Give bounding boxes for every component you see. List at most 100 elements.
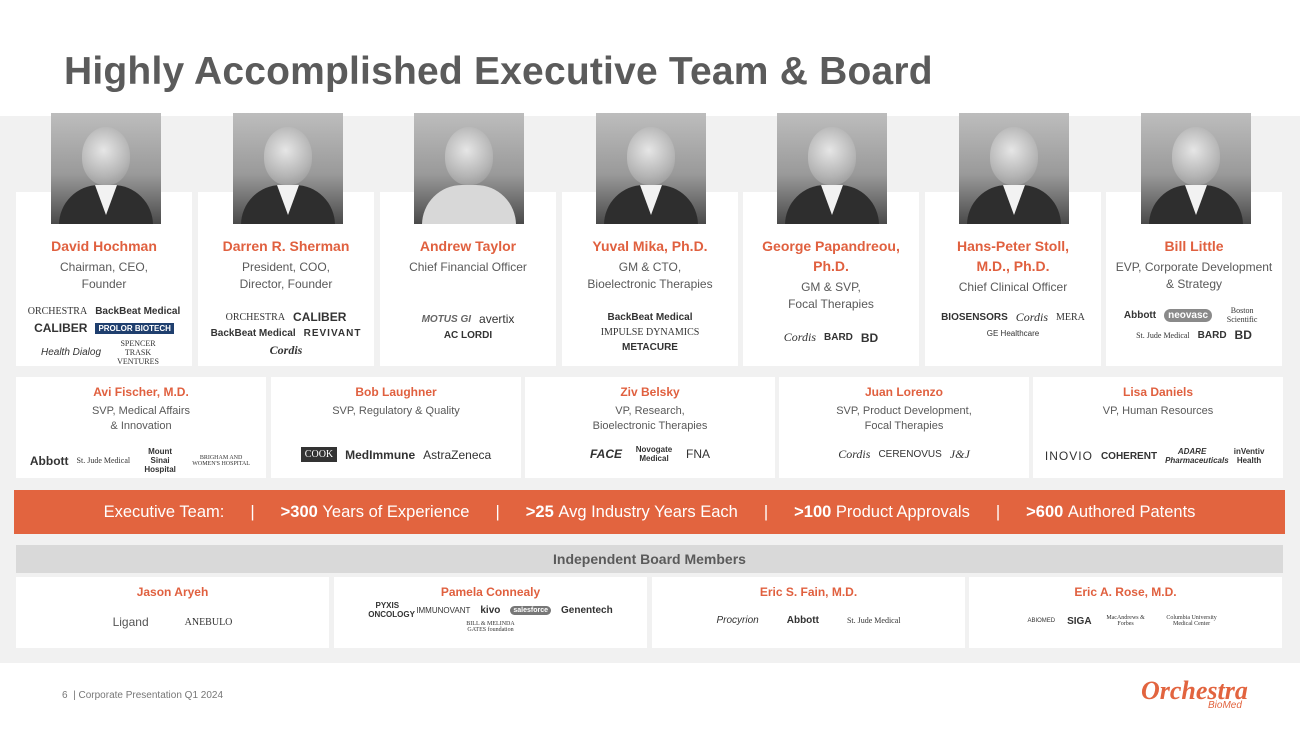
- ac-lordi-logo: AC LORDI: [443, 330, 493, 341]
- staff-name: Juan Lorenzo: [864, 385, 943, 399]
- footer-text: | Corporate Presentation Q1 2024: [73, 690, 224, 701]
- executive-name: Yuval Mika, Ph.D.: [592, 238, 708, 254]
- stat-value: >25: [525, 502, 554, 521]
- company-logos: ORCHESTRA BackBeat Medical CALIBER PROLO…: [16, 306, 192, 366]
- bard-logo: BARD: [824, 332, 853, 343]
- macandrews-forbes-logo: MacAndrews & Forbes: [1106, 615, 1145, 627]
- astrazeneca-logo: AstraZeneca: [423, 447, 492, 462]
- staff-card: Lisa Daniels VP, Human Resources INOVIO …: [1033, 377, 1283, 478]
- executive-name: Andrew Taylor: [419, 238, 517, 254]
- company-logos: Abbott neovasc Boston Scientific St. Jud…: [1106, 306, 1282, 342]
- executive-role: GM & SVP, Focal Therapies: [788, 280, 874, 311]
- company-logos: Procyrion Abbott St. Jude Medical: [652, 615, 965, 626]
- backbeat-logo: BackBeat Medical: [210, 328, 296, 339]
- executive-name: Darren R. Sherman: [222, 238, 350, 254]
- stats-separator: |: [495, 502, 500, 521]
- backbeat-logo: BackBeat Medical: [95, 306, 181, 317]
- board-member-name: Jason Aryeh: [136, 585, 209, 599]
- stat-value: >600: [1026, 502, 1064, 521]
- staff-role: VP, Human Resources: [1102, 405, 1214, 417]
- board-header: Independent Board Members: [16, 545, 1283, 573]
- inventiv-logo: inVentiv Health: [1233, 447, 1265, 465]
- company-logos: Cordis CERENOVUS J&J: [779, 447, 1029, 462]
- bd-logo: BD: [1234, 328, 1252, 342]
- stats-separator: |: [995, 502, 1001, 521]
- stat-value: >300: [280, 502, 318, 521]
- ligand-logo: Ligand: [112, 615, 149, 629]
- novogate-logo: Novogate Medical: [635, 445, 673, 463]
- stat-text: Product Approvals: [835, 502, 970, 521]
- staff-card: Avi Fischer, M.D. SVP, Medical Affairs &…: [16, 377, 266, 478]
- health-dialog-logo: Health Dialog: [40, 347, 102, 358]
- company-logos: Abbott St. Jude Medical Mount Sinai Hosp…: [16, 447, 266, 474]
- board-member-name: Pamela Connealy: [440, 585, 541, 599]
- medimmune-logo: MedImmune: [345, 447, 416, 462]
- executive-name: Bill Little: [1164, 238, 1224, 254]
- cordis-logo: Cordis: [1015, 310, 1048, 324]
- mera-logo: MERA: [1056, 312, 1085, 323]
- executive-name: David Hochman: [51, 238, 157, 254]
- revivant-logo: REVIVANT: [303, 328, 362, 339]
- staff-name: Lisa Daniels: [1122, 385, 1194, 399]
- columbia-logo: Columbia University Medical Center: [1166, 615, 1217, 627]
- caliber-logo: CALIBER: [34, 321, 88, 335]
- company-logos: COOK MedImmune AstraZeneca: [271, 447, 521, 462]
- immunovant-logo: IMMUNOVANT: [416, 605, 471, 615]
- executive-photo: [959, 113, 1069, 224]
- executive-stats-bar: Executive Team: | >300 Years of Experien…: [14, 490, 1285, 534]
- staff-name: Avi Fischer, M.D.: [93, 385, 189, 399]
- company-logos: FACE Novogate Medical FNA: [525, 445, 775, 463]
- board-member-card: Eric S. Fain, M.D. Procyrion Abbott St. …: [652, 577, 965, 648]
- board-member-card: Pamela Connealy PYXIS ONCOLOGY IMMUNOVAN…: [334, 577, 647, 648]
- mount-sinai-logo: Mount Sinai Hospital: [144, 447, 176, 474]
- bd-logo: BD: [860, 330, 879, 345]
- motus-gi-logo: MOTUS GI: [421, 313, 472, 325]
- executive-role: EVP, Corporate Development & Strategy: [1115, 260, 1273, 291]
- spencer-trask-logo: SPENCER TRASK VENTURES: [117, 339, 159, 366]
- salesforce-logo: salesforce: [510, 605, 552, 615]
- abiomed-logo: ABIOMED: [1027, 618, 1056, 624]
- company-logos: Ligand ANEBULO: [16, 615, 329, 629]
- bard-logo: BARD: [1197, 329, 1227, 341]
- genentech-logo: Genentech: [561, 604, 613, 616]
- executive-role: Chairman, CEO, Founder: [59, 260, 149, 291]
- avertix-logo: avertix: [479, 312, 515, 326]
- stat-value: >100: [794, 502, 832, 521]
- executive-role: GM & CTO, Bioelectronic Therapies: [587, 260, 713, 291]
- cook-logo: COOK: [300, 447, 338, 462]
- coherent-logo: COHERENT: [1100, 450, 1158, 462]
- stats-separator: |: [250, 502, 255, 521]
- caliber-logo: CALIBER: [293, 310, 347, 324]
- board-member-card: Eric A. Rose, M.D. ABIOMED SIGA MacAndre…: [969, 577, 1282, 648]
- cordis-logo: Cordis: [269, 343, 303, 357]
- company-logos: BIOSENSORS Cordis MERA GE Healthcare: [925, 310, 1101, 338]
- footer: 6 | Corporate Presentation Q1 2024: [62, 690, 223, 701]
- executive-photo: [414, 113, 524, 224]
- st-jude-logo: St. Jude Medical: [76, 456, 131, 465]
- company-logos: PYXIS ONCOLOGY IMMUNOVANT kivo salesforc…: [334, 601, 647, 633]
- backbeat-logo: BackBeat Medical: [607, 312, 693, 323]
- cordis-logo: Cordis: [783, 330, 816, 344]
- biosensors-logo: BIOSENSORS: [941, 312, 1008, 323]
- executive-name: Hans-Peter Stoll, M.D., Ph.D.: [956, 238, 1070, 274]
- staff-role: VP, Research, Bioelectronic Therapies: [592, 405, 708, 432]
- face-logo: FACE: [589, 447, 622, 461]
- orchestra-brand-logo: Orchestra: [1141, 676, 1248, 705]
- staff-card: Bob Laughner SVP, Regulatory & Quality C…: [271, 377, 521, 478]
- metacure-logo: METACURE: [622, 342, 678, 353]
- cerenovus-logo: CERENOVUS: [878, 449, 942, 460]
- staff-role: SVP, Medical Affairs & Innovation: [91, 405, 191, 432]
- kivo-logo: kivo: [480, 604, 501, 616]
- fna-logo: FNA: [686, 447, 710, 461]
- adare-logo: ADARE Pharmaceuticals: [1165, 447, 1229, 465]
- executive-role: President, COO, Director, Founder: [239, 260, 333, 291]
- st-jude-logo: St. Jude Medical: [846, 616, 901, 625]
- board-member-card: Jason Aryeh Ligand ANEBULO: [16, 577, 329, 648]
- inovio-logo: INOVIO: [1044, 449, 1093, 463]
- orchestra-logo: ORCHESTRA: [27, 306, 88, 317]
- board-member-name: Eric S. Fain, M.D.: [759, 585, 858, 599]
- stat-text: Avg Industry Years Each: [558, 502, 738, 521]
- gates-foundation-logo: BILL & MELINDA GATES foundation: [466, 621, 515, 633]
- company-logos: MOTUS GI avertix AC LORDI: [380, 312, 556, 341]
- stat-text: Authored Patents: [1067, 502, 1196, 521]
